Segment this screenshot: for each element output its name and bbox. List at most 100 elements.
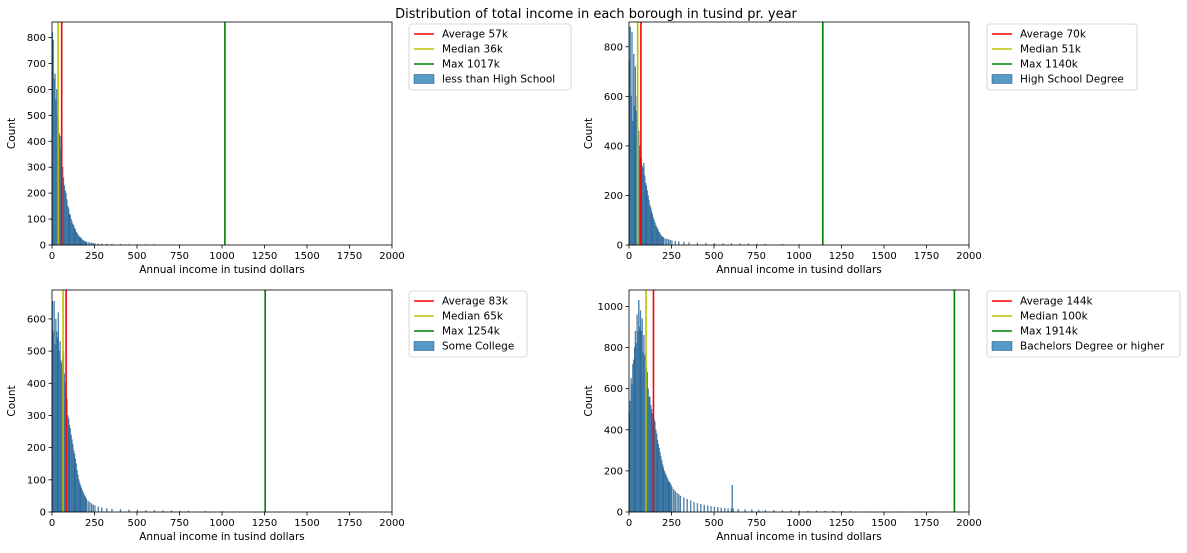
histogram-bar (731, 485, 733, 513)
y-tick-label: 400 (604, 141, 623, 152)
x-tick-label: 1000 (786, 251, 811, 262)
histogram-bar (101, 507, 103, 513)
histogram-bar (674, 491, 676, 513)
y-tick-label: 100 (27, 215, 46, 226)
x-tick-label: 500 (704, 251, 723, 262)
axes-frame (628, 21, 970, 246)
y-tick-label: 300 (27, 163, 46, 174)
histogram-bar (678, 494, 680, 513)
y-tick-label: 500 (27, 347, 46, 358)
y-tick-label: 300 (27, 411, 46, 422)
histogram-bar (686, 499, 688, 513)
histogram-bar (683, 241, 685, 246)
y-tick-label: 400 (604, 425, 623, 436)
axes-frame (51, 289, 393, 513)
histogram-bar (724, 508, 726, 513)
histogram-bar (707, 505, 709, 513)
x-axis-label: Annual income in tusind dollars (716, 531, 882, 543)
chart-panel-4: 0 250 500 750 1000 1250 1500 1750 2000 0 200 400 600… (583, 289, 1181, 543)
histogram-bars (51, 32, 226, 246)
histogram-bar (673, 489, 675, 513)
x-tick-label: 1000 (209, 518, 234, 529)
x-tick-label: 1250 (252, 251, 277, 262)
legend-label: Max 1017k (442, 59, 501, 71)
histogram-bar (97, 506, 99, 513)
legend-label: Max 1140k (1020, 59, 1079, 71)
x-tick-label: 250 (85, 518, 104, 529)
x-tick-label: 1750 (337, 518, 362, 529)
histogram-bars (628, 26, 824, 246)
axes-frame (51, 21, 393, 246)
legend-box (986, 290, 1181, 358)
histogram-bar (106, 508, 108, 513)
histogram-bar (666, 238, 668, 246)
axes-frame (628, 289, 970, 513)
y-axis-label: Count (6, 118, 18, 149)
x-tick-label: 500 (127, 251, 146, 262)
y-axis-label: Count (6, 385, 18, 416)
x-tick-label: 750 (170, 518, 189, 529)
x-tick-label: 2000 (956, 518, 981, 529)
x-tick-label: 1500 (871, 251, 896, 262)
histogram-bar (664, 238, 666, 246)
histogram-bar (703, 504, 705, 513)
histogram-bar (737, 508, 739, 513)
x-tick-label: 2000 (956, 251, 981, 262)
legend-label: Median 65k (442, 311, 504, 323)
legend-label: Median 100k (1020, 311, 1089, 323)
legend-label: Max 1254k (442, 326, 501, 338)
x-tick-label: 0 (49, 251, 55, 262)
legend-label: less than High School (442, 74, 555, 86)
histogram-bar (717, 507, 719, 513)
histogram-bar (674, 240, 676, 246)
y-tick-label: 200 (27, 189, 46, 200)
histogram-bar (732, 508, 734, 513)
x-tick-label: 1750 (914, 251, 939, 262)
legend: Average 144k Median 100k Max 1914k Bachelor… (986, 290, 1181, 358)
legend-bar-swatch (991, 74, 1013, 84)
histogram-bar (85, 241, 88, 246)
histogram-bar (85, 498, 88, 513)
x-tick-label: 1500 (294, 518, 319, 529)
y-tick-label: 600 (604, 384, 623, 395)
x-tick-label: 750 (747, 518, 766, 529)
histogram-bar (89, 502, 91, 513)
y-tick-label: 800 (27, 33, 46, 44)
histogram-bar (720, 507, 722, 513)
chart-panel-2: 0 250 500 750 1000 1250 1500 1750 2000 0 200 400 600… (583, 21, 1138, 276)
legend-label: Average 144k (1020, 296, 1093, 308)
legend-bar-swatch (991, 341, 1013, 351)
x-tick-label: 1250 (252, 518, 277, 529)
y-tick-label: 600 (604, 92, 623, 103)
histogram-bar (713, 506, 716, 513)
legend-label: Average 70k (1020, 29, 1087, 41)
y-tick-label: 0 (40, 241, 46, 252)
histogram-bar (667, 239, 670, 246)
histogram-bar (111, 508, 113, 513)
histogram-bar (676, 492, 678, 513)
x-tick-label: 0 (49, 518, 55, 529)
y-tick-label: 800 (604, 343, 623, 354)
histogram-bar (671, 487, 673, 513)
x-tick-label: 250 (85, 251, 104, 262)
y-axis-label: Count (583, 385, 595, 416)
legend-label: Some College (442, 341, 514, 353)
x-tick-label: 1750 (914, 518, 939, 529)
x-tick-label: 250 (662, 518, 681, 529)
x-axis-label: Annual income in tusind dollars (139, 531, 305, 543)
x-axis-label: Annual income in tusind dollars (716, 264, 882, 276)
legend-label: Median 51k (1020, 44, 1082, 56)
x-tick-label: 0 (626, 518, 632, 529)
histogram-bar (727, 508, 729, 513)
y-tick-label: 200 (604, 466, 623, 477)
histogram-bars (51, 301, 267, 513)
y-tick-label: 200 (604, 191, 623, 202)
histogram-bar (710, 506, 712, 513)
x-tick-label: 1250 (829, 251, 854, 262)
histogram-bar (94, 505, 96, 513)
y-tick-label: 0 (617, 241, 623, 252)
legend-bar-swatch (413, 341, 435, 351)
x-tick-label: 1000 (209, 251, 234, 262)
legend: Average 57k Median 36k Max 1017k less than … (408, 23, 572, 91)
